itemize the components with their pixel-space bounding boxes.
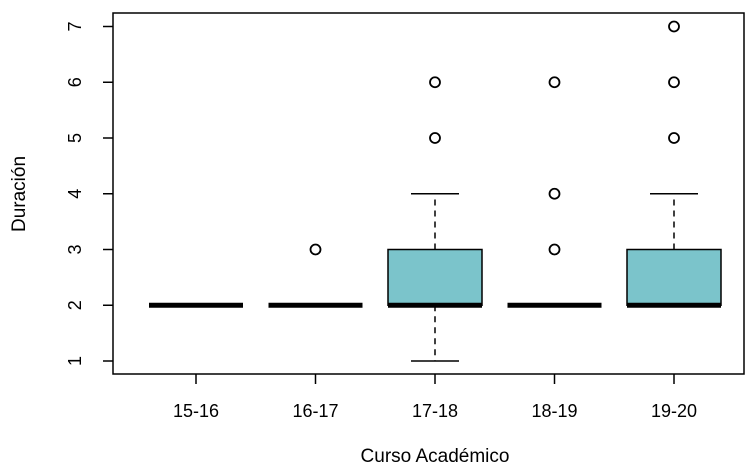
outlier-point (668, 132, 680, 144)
box-group-19-20 (626, 20, 722, 308)
outlier-point (548, 187, 561, 200)
x-tick-label: 19-20 (651, 401, 697, 421)
y-axis: 1 2 3 4 5 6 7 (65, 21, 113, 366)
x-axis: 15-16 16-17 17-18 18-19 19-20 (173, 374, 697, 421)
y-tick-label: 5 (65, 133, 85, 143)
outlier-point (668, 76, 680, 89)
box-iqr (387, 248, 483, 306)
y-tick-label: 6 (65, 77, 85, 87)
outlier-point (668, 20, 680, 33)
x-tick-label: 17-18 (412, 401, 458, 421)
x-axis-title: Curso Académico (361, 446, 510, 467)
outlier-point (309, 243, 322, 256)
y-axis-title: Duración (9, 156, 30, 232)
outlier-point (429, 76, 441, 89)
y-tick-label: 2 (65, 300, 85, 310)
box-group-18-19 (507, 76, 602, 308)
outlier-point (429, 132, 441, 144)
outlier-point (548, 243, 561, 256)
y-tick-label: 7 (65, 21, 85, 31)
y-tick-label: 4 (65, 189, 85, 199)
x-tick-label: 18-19 (531, 401, 577, 421)
box-iqr (626, 248, 722, 306)
boxes-layer (149, 20, 722, 362)
box-group-16-17 (268, 243, 363, 308)
outlier-point (548, 76, 561, 89)
x-tick-label: 16-17 (292, 401, 338, 421)
box-group-17-18 (387, 76, 483, 362)
y-tick-label: 3 (65, 244, 85, 254)
x-tick-label: 15-16 (173, 401, 219, 421)
y-tick-label: 1 (65, 356, 85, 366)
